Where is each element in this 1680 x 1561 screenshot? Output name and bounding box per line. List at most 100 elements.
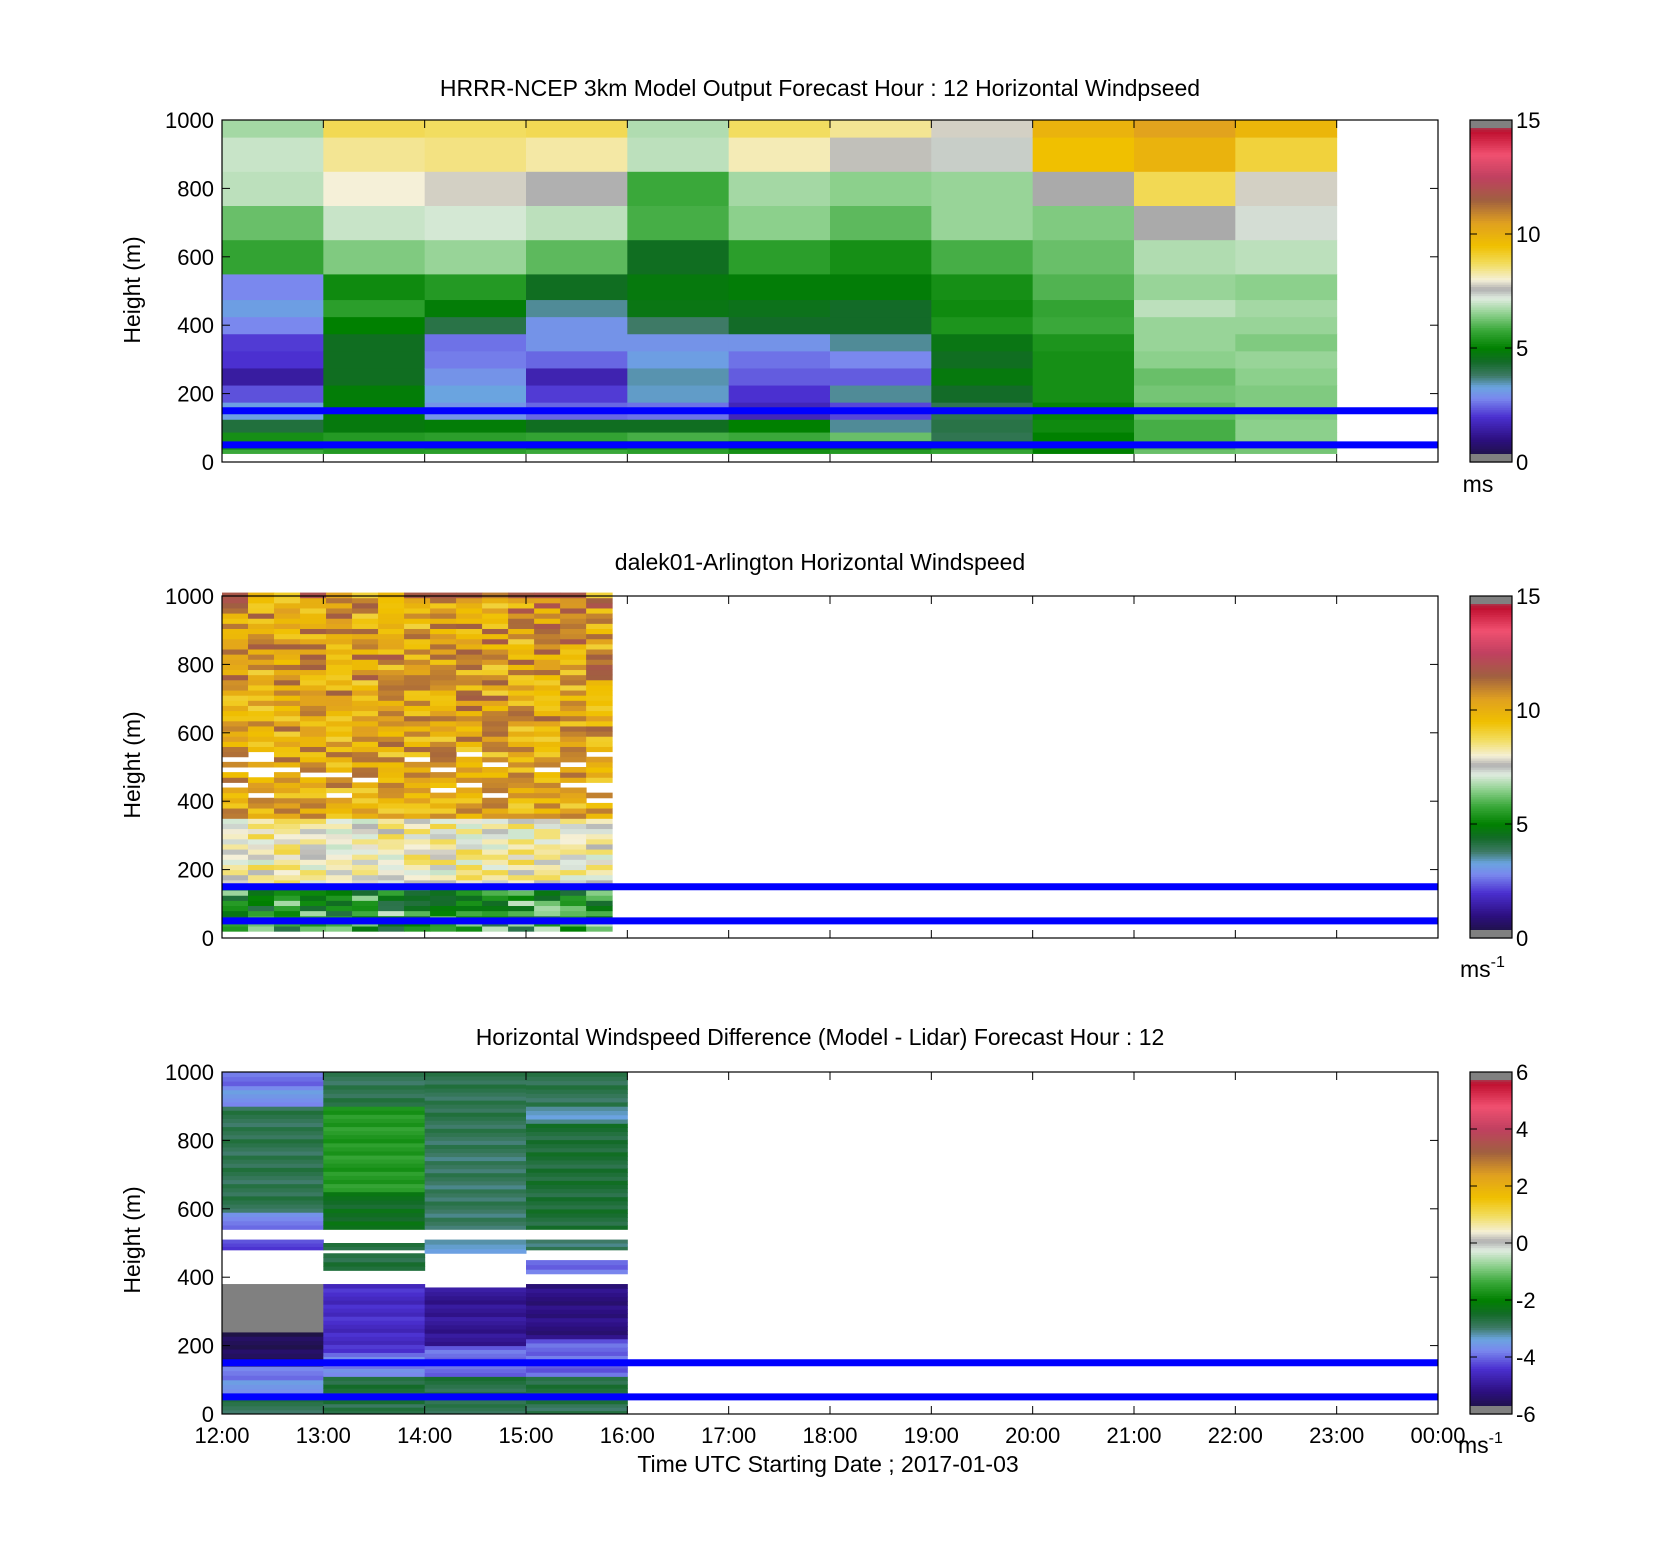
heatmap-cell bbox=[222, 900, 249, 907]
heatmap-cell bbox=[274, 654, 301, 660]
heatmap-cell bbox=[1032, 205, 1135, 241]
heatmap-cell bbox=[586, 926, 613, 932]
heatmap-cell bbox=[456, 797, 483, 804]
heatmap-cell bbox=[586, 705, 613, 712]
heatmap-cell bbox=[430, 910, 457, 917]
y-tick-label: 800 bbox=[177, 652, 214, 677]
heatmap-cell bbox=[424, 1144, 527, 1149]
colorbar-segment bbox=[1470, 739, 1512, 743]
heatmap-cell bbox=[508, 705, 535, 712]
heatmap-cell bbox=[424, 1312, 527, 1318]
heatmap-cell bbox=[222, 761, 249, 768]
heatmap-cell bbox=[560, 900, 587, 907]
heatmap-cell bbox=[534, 638, 561, 645]
heatmap-cell bbox=[424, 1112, 527, 1117]
heatmap-cell bbox=[404, 664, 431, 671]
heatmap-cell bbox=[323, 1308, 426, 1313]
heatmap-cell bbox=[404, 843, 431, 850]
heatmap-cell bbox=[378, 741, 405, 747]
heatmap-cell bbox=[326, 890, 353, 896]
heatmap-cell bbox=[248, 808, 275, 814]
colorbar-segment bbox=[1470, 425, 1512, 429]
heatmap-cell bbox=[560, 890, 587, 896]
heatmap-cell bbox=[1134, 273, 1236, 301]
heatmap-cell bbox=[222, 597, 249, 604]
heatmap-cell bbox=[1134, 205, 1236, 241]
heatmap-cell bbox=[323, 1320, 426, 1325]
heatmap-cell bbox=[430, 926, 457, 932]
heatmap-cell bbox=[222, 1353, 324, 1359]
heatmap-cell bbox=[526, 120, 628, 138]
heatmap-cell bbox=[424, 205, 527, 241]
heatmap-cell bbox=[424, 1209, 527, 1214]
heatmap-cell bbox=[560, 808, 587, 814]
heatmap-cell bbox=[323, 1200, 426, 1205]
heatmap-cell bbox=[323, 1384, 426, 1389]
colorbar-segment bbox=[1470, 602, 1512, 606]
heatmap-cell bbox=[456, 618, 483, 624]
heatmap-cell bbox=[508, 797, 535, 804]
heatmap-cell bbox=[430, 664, 457, 671]
heatmap-cell bbox=[352, 710, 379, 717]
colorbar-segment bbox=[1470, 712, 1512, 716]
heatmap-cell bbox=[560, 638, 587, 645]
colorbar-segment bbox=[1470, 265, 1512, 269]
colorbar-segment bbox=[1470, 395, 1512, 399]
colorbar-segment bbox=[1470, 1083, 1512, 1087]
colorbar-segment bbox=[1470, 1160, 1512, 1164]
heatmap-cell bbox=[534, 828, 561, 835]
heatmap-cell bbox=[404, 905, 431, 912]
heatmap-cell bbox=[586, 869, 613, 876]
heatmap-cell bbox=[378, 705, 405, 712]
heatmap-cell bbox=[456, 823, 483, 830]
colorbar-segment bbox=[1470, 700, 1512, 704]
heatmap-cell bbox=[586, 700, 613, 706]
colorbar-segment bbox=[1470, 186, 1512, 189]
heatmap-cell bbox=[378, 746, 405, 753]
heatmap-cell bbox=[274, 787, 301, 794]
colorbar-segment bbox=[1470, 240, 1512, 244]
heatmap-cell bbox=[274, 843, 301, 850]
colorbar-segment bbox=[1470, 227, 1512, 231]
colorbar-segment bbox=[1470, 623, 1512, 627]
colorbar-segment bbox=[1470, 202, 1512, 205]
colorbar-segment bbox=[1470, 1245, 1512, 1249]
heatmap-cell bbox=[352, 705, 379, 712]
heatmap-cell bbox=[430, 628, 457, 635]
heatmap-cell bbox=[248, 618, 275, 624]
colorbar-segment bbox=[1470, 757, 1512, 761]
heatmap-cell bbox=[586, 756, 613, 763]
heatmap-cell bbox=[222, 787, 249, 794]
heatmap-cell bbox=[424, 137, 527, 172]
heatmap-cell bbox=[560, 849, 587, 855]
colorbar-segment bbox=[1470, 705, 1512, 709]
heatmap-cell bbox=[534, 607, 561, 614]
colorbar-segment bbox=[1470, 386, 1512, 390]
heatmap-cell bbox=[534, 731, 561, 737]
heatmap-cell bbox=[378, 684, 405, 691]
colorbar-segment bbox=[1470, 1268, 1512, 1271]
heatmap-cell bbox=[323, 432, 426, 442]
heatmap-cell bbox=[248, 613, 275, 619]
heatmap-cell bbox=[456, 633, 483, 640]
colorbar-segment bbox=[1470, 696, 1512, 700]
colorbar-segment bbox=[1470, 746, 1512, 750]
heatmap-cell bbox=[404, 869, 431, 876]
heatmap-cell bbox=[456, 669, 483, 676]
heatmap-cell bbox=[560, 705, 587, 712]
heatmap-cell bbox=[534, 684, 561, 691]
heatmap-cell bbox=[404, 910, 431, 917]
colorbar-segment bbox=[1470, 1124, 1512, 1128]
heatmap-cell bbox=[378, 664, 405, 671]
heatmap-cell bbox=[456, 659, 483, 665]
heatmap-cell bbox=[378, 602, 405, 609]
heatmap-cell bbox=[404, 715, 431, 722]
heatmap-cell bbox=[526, 1351, 628, 1356]
heatmap-cell bbox=[424, 1104, 527, 1109]
heatmap-cell bbox=[482, 818, 509, 824]
heatmap-cell bbox=[222, 1216, 324, 1222]
heatmap-cell bbox=[430, 597, 457, 604]
heatmap-cell bbox=[586, 602, 613, 609]
